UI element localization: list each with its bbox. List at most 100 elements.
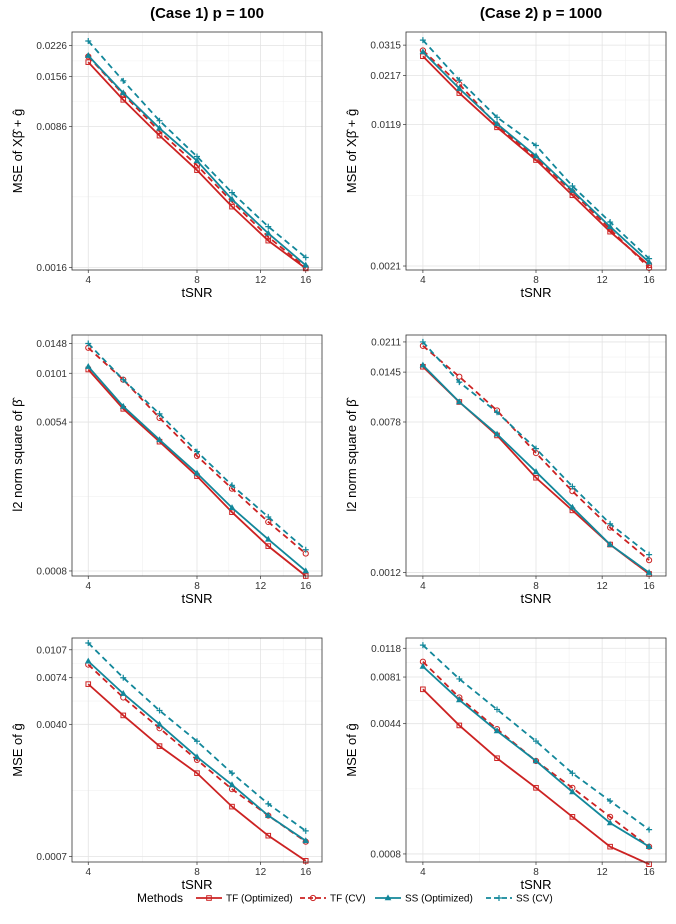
data-point xyxy=(194,153,200,160)
data-point xyxy=(532,468,540,475)
data-point xyxy=(493,430,501,437)
column-title-case2: (Case 2) p = 1000 xyxy=(480,5,602,22)
data-point xyxy=(264,229,272,236)
data-point xyxy=(419,662,427,669)
y-tick-label: 0.0054 xyxy=(36,418,67,429)
data-point xyxy=(420,686,426,693)
y-tick-label: 0.0107 xyxy=(36,645,67,656)
data-point xyxy=(120,674,127,681)
panel-row1-col2: 4 8 12 16 0.0315 0.0217 0.0119 0.0021 tSNR MSE of… xyxy=(344,31,667,300)
y-tick-label: 0.0211 xyxy=(371,337,401,348)
data-point xyxy=(156,132,163,139)
data-point xyxy=(645,843,653,849)
y-axis-label: MSE of ĝ xyxy=(10,723,25,776)
panel-border xyxy=(405,334,667,577)
y-tick-label: 0.0217 xyxy=(370,71,401,82)
x-tick-label: 16 xyxy=(300,275,312,286)
data-point xyxy=(569,186,576,193)
legend-label: SS (CV) xyxy=(516,894,553,905)
x-tick-label: 16 xyxy=(644,581,656,592)
data-point xyxy=(569,770,576,777)
x-tick-label: 12 xyxy=(255,867,267,878)
data-point xyxy=(456,398,463,405)
data-point xyxy=(193,157,201,164)
data-point xyxy=(419,48,427,55)
data-point xyxy=(606,540,614,547)
data-point xyxy=(419,37,426,44)
data-point xyxy=(156,707,163,714)
y-tick-label: 0.0012 xyxy=(370,568,401,579)
data-point xyxy=(120,376,127,383)
y-axis-label: l2 norm square of β̂ xyxy=(10,396,25,511)
data-point xyxy=(194,448,200,455)
data-point xyxy=(120,97,127,103)
data-point xyxy=(85,59,92,65)
data-point xyxy=(119,89,127,96)
data-point xyxy=(532,152,540,159)
data-point xyxy=(533,738,539,745)
x-tick-label: 16 xyxy=(644,275,656,286)
x-tick-label: 12 xyxy=(597,581,609,592)
data-point xyxy=(456,379,463,386)
y-tick-label: 0.0008 xyxy=(36,566,67,577)
data-point xyxy=(302,261,310,268)
data-point xyxy=(85,340,92,347)
data-point xyxy=(419,642,426,649)
data-point xyxy=(156,117,163,124)
data-point xyxy=(493,727,501,734)
y-tick-label: 0.0074 xyxy=(36,673,67,684)
y-axis-label: MSE of ĝ xyxy=(344,723,359,776)
data-point xyxy=(494,706,501,713)
data-point xyxy=(302,827,309,834)
series-tf-optimized xyxy=(85,681,309,864)
legend-label: TF (Optimized) xyxy=(226,894,293,905)
data-point xyxy=(494,755,500,762)
y-tick-label: 0.0044 xyxy=(370,719,401,730)
data-point xyxy=(419,361,427,368)
legend-entry: TF (CV) xyxy=(300,894,366,905)
data-point xyxy=(156,124,163,131)
column-title-case1: (Case 1) p = 100 xyxy=(150,5,264,22)
x-axis-label: tSNR xyxy=(520,591,551,606)
x-tick-label: 8 xyxy=(194,581,200,592)
data-point xyxy=(265,832,272,839)
data-point xyxy=(265,223,272,230)
data-point xyxy=(533,142,539,149)
legend-title: Methods xyxy=(137,891,183,905)
data-point xyxy=(229,482,236,489)
data-point xyxy=(229,770,236,777)
legend-swatch-marker xyxy=(496,895,502,901)
data-point xyxy=(607,219,614,226)
data-point xyxy=(569,483,576,490)
series-ss-cv xyxy=(85,340,309,553)
data-point xyxy=(494,114,501,121)
data-point xyxy=(606,223,614,230)
panel-border xyxy=(71,31,323,271)
series-ss-optimized xyxy=(84,657,310,844)
x-tick-label: 16 xyxy=(300,867,312,878)
x-tick-label: 4 xyxy=(85,275,91,286)
series-ss-cv xyxy=(85,640,309,834)
y-axis-label: MSE of Xβ̂ + ĝ xyxy=(10,109,25,193)
y-tick-label: 0.0086 xyxy=(36,122,67,133)
x-tick-label: 12 xyxy=(597,275,609,286)
panel-row2-col2: 4 8 12 16 0.0211 0.0145 0.0078 0.0012 tSNR l2 nor… xyxy=(344,334,667,606)
data-point xyxy=(646,826,653,833)
legend-entry: SS (CV) xyxy=(486,894,553,905)
x-tick-label: 8 xyxy=(533,275,539,286)
y-tick-label: 0.0118 xyxy=(371,644,401,655)
legend-label: TF (CV) xyxy=(330,894,366,905)
series-ss-optimized xyxy=(84,51,310,268)
data-point xyxy=(493,120,501,127)
data-point xyxy=(119,689,127,696)
x-tick-label: 12 xyxy=(255,581,267,592)
data-point xyxy=(228,195,236,202)
y-tick-label: 0.0078 xyxy=(370,417,401,428)
data-point xyxy=(533,785,539,791)
data-point xyxy=(646,255,653,262)
data-point xyxy=(265,800,272,807)
x-tick-label: 8 xyxy=(194,275,200,286)
panel-border xyxy=(71,334,323,577)
legend-swatch-marker xyxy=(309,894,317,902)
data-point xyxy=(264,811,272,818)
